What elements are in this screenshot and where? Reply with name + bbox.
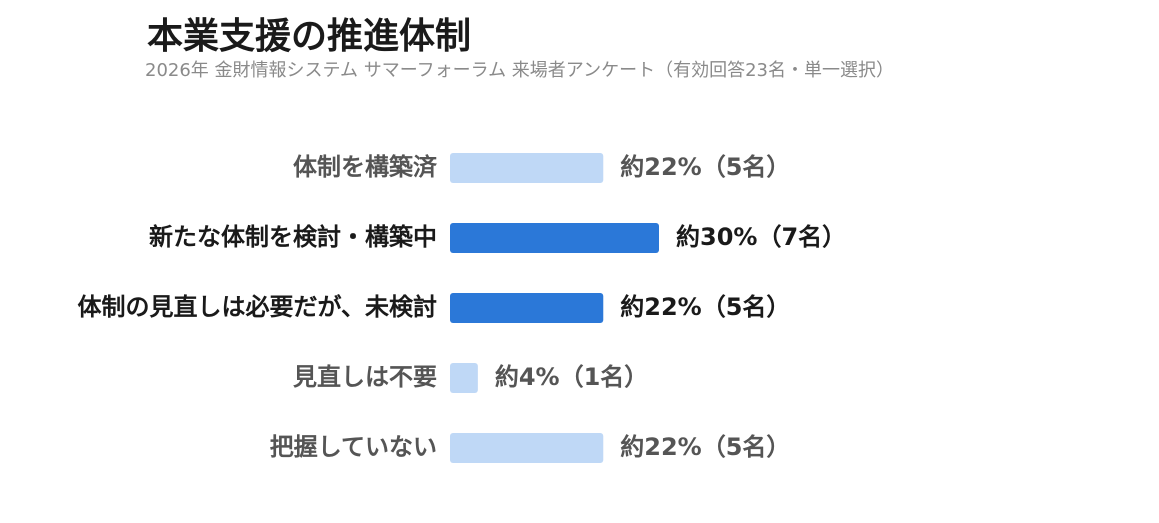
category-label: 体制を構築済 [293,153,438,181]
category-label: 把握していない [270,433,437,461]
value-label: 約30%（7名） [676,223,846,251]
value-label: 約4%（1名） [495,363,648,391]
bar [450,223,659,253]
chart-subtitle: 2026年 金財情報システム サマーフォーラム 来場者アンケート（有効回答23名… [145,60,894,81]
value-label: 約22%（5名） [620,433,790,461]
category-label: 見直しは不要 [293,363,437,391]
chart-title: 本業支援の推進体制 [147,16,471,57]
bar [450,153,604,183]
bar [450,433,604,463]
category-label: 体制の見直しは必要だが、未検討 [77,293,437,321]
bar [450,293,604,323]
value-label: 約22%（5名） [620,293,790,321]
category-label: 新たな体制を検討・構築中 [149,223,437,251]
bar [450,363,478,393]
value-label: 約22%（5名） [620,153,790,181]
